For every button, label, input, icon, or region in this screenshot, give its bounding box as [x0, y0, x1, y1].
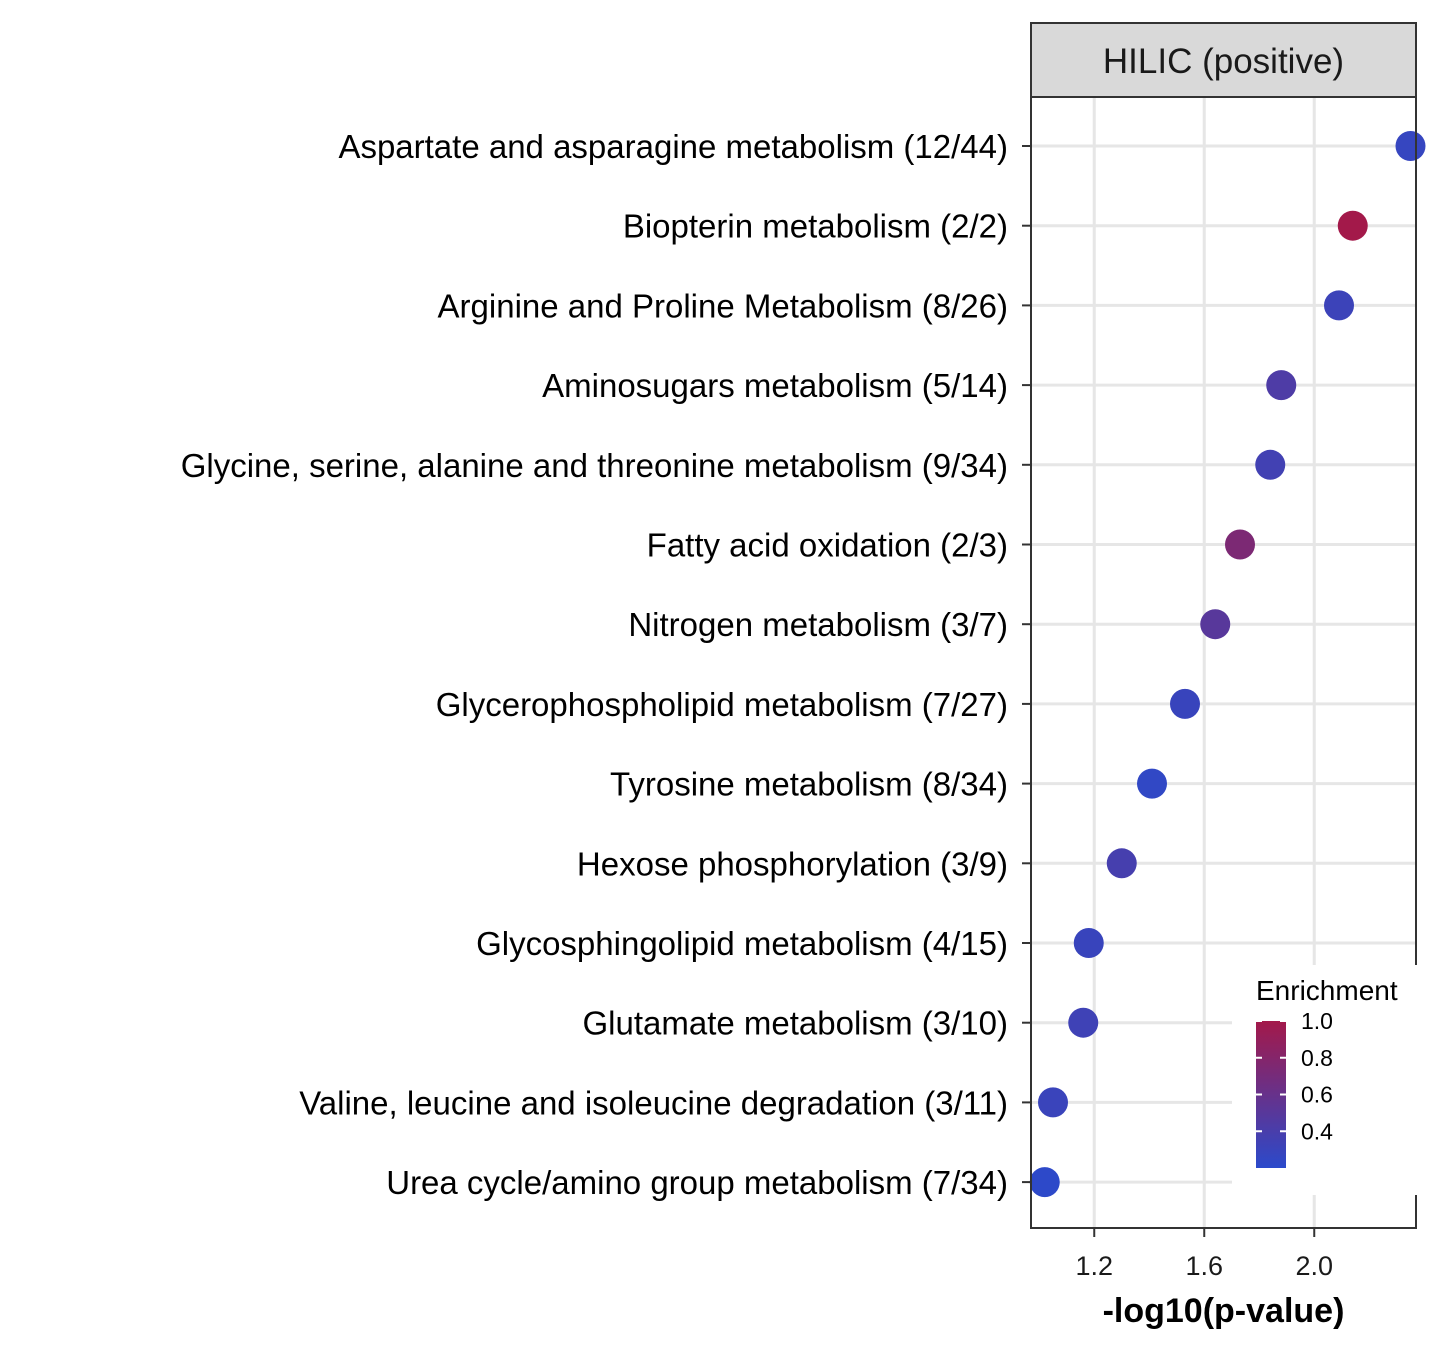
color-legend: Enrichment 1.0 0.8 0.6 0.4 [1232, 965, 1432, 1195]
data-point [1038, 1087, 1068, 1118]
data-point [1225, 529, 1255, 560]
plot-panel [1029, 96, 1426, 1229]
x-tick-label: 2.0 [1295, 1251, 1333, 1281]
legend-tick-label: 1.0 [1301, 1008, 1333, 1034]
data-points [1029, 131, 1426, 1198]
x-axis-ticks [1093, 1228, 1316, 1237]
data-point [1073, 928, 1104, 958]
category-label: Tyrosine metabolism (8/34) [610, 766, 1008, 803]
data-point [1068, 1007, 1099, 1038]
x-tick-label: 1.6 [1185, 1251, 1223, 1281]
legend-tick-label: 0.6 [1301, 1082, 1333, 1108]
category-label: Valine, leucine and isoleucine degradati… [299, 1084, 1008, 1121]
category-label: Aminosugars metabolism (5/14) [542, 367, 1008, 404]
category-label: Glycine, serine, alanine and threonine m… [181, 447, 1008, 484]
data-point [1266, 370, 1297, 401]
category-label: Glutamate metabolism (3/10) [582, 1005, 1008, 1042]
data-point [1137, 768, 1167, 799]
legend-tick-label: 0.4 [1301, 1118, 1333, 1144]
data-point [1337, 210, 1368, 241]
category-label: Nitrogen metabolism (3/7) [628, 606, 1008, 643]
facet-strip-label: HILIC (positive) [1103, 42, 1344, 81]
legend-title: Enrichment [1256, 975, 1398, 1006]
data-point [1029, 1167, 1060, 1198]
data-point [1106, 848, 1137, 879]
data-point [1395, 131, 1426, 161]
facet-strip-background [1030, 22, 1417, 98]
data-point [1324, 290, 1354, 321]
data-point [1255, 449, 1286, 480]
x-tick-label: 1.2 [1075, 1251, 1113, 1281]
x-axis-title: -log10(p-value) [1103, 1292, 1345, 1330]
x-axis-labels: 1.2 1.6 2.0 [1075, 1251, 1333, 1281]
category-label: Fatty acid oxidation (2/3) [647, 527, 1008, 564]
category-label: Biopterin metabolism (2/2) [623, 208, 1008, 245]
category-label: Urea cycle/amino group metabolism (7/34) [386, 1164, 1008, 1201]
legend-tick-label: 0.8 [1301, 1045, 1333, 1071]
facet-strip: HILIC (positive) [1030, 22, 1417, 98]
category-label: Glycerophospholipid metabolism (7/27) [436, 686, 1008, 723]
legend-ticks: 1.0 0.8 0.6 0.4 [1256, 1008, 1333, 1144]
category-label: Hexose phosphorylation (3/9) [577, 845, 1008, 882]
data-point [1170, 688, 1200, 719]
y-axis-ticks [1022, 145, 1031, 1184]
panel-border [1030, 96, 1417, 1229]
horizontal-gridlines [1031, 144, 1416, 1184]
y-axis-labels: Aspartate and asparagine metabolism (12/… [181, 128, 1008, 1201]
category-label: Aspartate and asparagine metabolism (12/… [338, 128, 1008, 165]
data-point [1200, 609, 1231, 640]
category-label: Glycosphingolipid metabolism (4/15) [476, 925, 1008, 962]
category-label: Arginine and Proline Metabolism (8/26) [438, 287, 1008, 324]
